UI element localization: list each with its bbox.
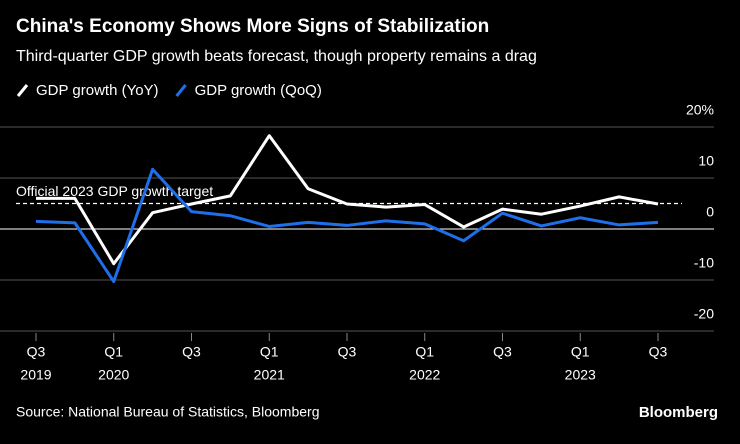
x-tick-label: Q1 [260, 344, 279, 360]
target-label: Official 2023 GDP growth target [16, 183, 213, 199]
y-tick-label: -20 [694, 306, 714, 322]
legend-swatch [16, 84, 29, 97]
series-line [35, 167, 659, 284]
series-line [36, 134, 659, 266]
x-tick-year: 2019 [20, 367, 51, 383]
x-tick-label: Q3 [338, 344, 357, 360]
chart-title: China's Economy Shows More Signs of Stab… [16, 16, 489, 37]
x-tick-label: Q3 [182, 344, 201, 360]
y-tick-label: 10 [698, 153, 714, 169]
x-tick-year: 2021 [254, 367, 285, 383]
x-tick-label: Q1 [104, 344, 123, 360]
source: Source: National Bureau of Statistics, B… [16, 404, 320, 420]
x-tick-year: 2022 [409, 367, 440, 383]
x-tick-year: 2020 [98, 367, 129, 383]
x-tick-label: Q3 [649, 344, 668, 360]
y-tick-label: 20% [686, 102, 714, 118]
x-tick-label: Q3 [493, 344, 512, 360]
legend-label: GDP growth (YoY) [36, 82, 159, 99]
legend-swatch [175, 84, 187, 97]
chart-subtitle: Third-quarter GDP growth beats forecast,… [16, 48, 537, 65]
x-tick-label: Q1 [571, 344, 590, 360]
x-tick-year: 2023 [565, 367, 596, 383]
y-tick-label: 0 [706, 204, 714, 220]
legend-label: GDP growth (QoQ) [195, 82, 322, 99]
brand: Bloomberg [639, 404, 718, 421]
y-tick-label: -10 [694, 255, 714, 271]
x-tick-label: Q3 [27, 344, 46, 360]
x-tick-label: Q1 [415, 344, 434, 360]
